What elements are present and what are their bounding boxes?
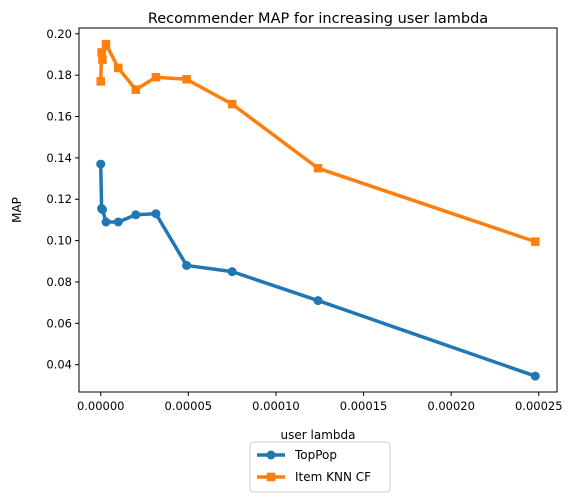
data-point-item-knn-cf [96,77,105,86]
data-point-item-knn-cf [182,75,191,84]
y-tick-label: 0.12 [46,192,72,206]
y-tick-label: 0.08 [46,275,72,289]
data-point-item-knn-cf [97,48,106,57]
chart-title: Recommender MAP for increasing user lamb… [148,11,488,27]
x-tick-label: 0.00010 [252,399,300,413]
series-line-toppop [98,162,538,378]
x-tick-label: 0.00015 [340,399,388,413]
data-point-item-knn-cf [531,237,540,246]
data-point-item-knn-cf [101,39,111,49]
data-point-toppop [151,209,161,219]
y-tick-label: 0.10 [46,234,72,248]
legend: TopPop Item KNN CF [249,441,391,493]
data-point-item-knn-cf [151,72,161,82]
y-axis-ticks: 0.04 0.06 0.08 0.10 0.12 0.14 0.16 0.18 0.20 [46,27,79,372]
series-line-item-knn-cf [98,42,538,244]
data-point-item-knn-cf [98,55,107,64]
data-point-toppop [113,217,123,227]
data-point-item-knn-cf [113,63,123,73]
x-axis-ticks: 0.00000 0.00005 0.00010 0.00015 0.00020 0.000… [77,392,563,413]
data-point-item-knn-cf [313,163,323,173]
y-axis-label: MAP [10,197,24,223]
series-layer [96,39,540,381]
x-tick-label: 0.00000 [77,399,125,413]
legend-label-itemknncf: Item KNN CF [295,470,371,484]
y-tick-label: 0.20 [46,27,72,41]
y-tick-label: 0.04 [46,358,72,372]
legend-marker-toppop [266,450,276,460]
legend-marker-itemknncf [266,472,276,482]
data-point-toppop [227,267,237,277]
y-tick-label: 0.18 [46,68,72,82]
data-point-toppop [96,159,106,169]
x-tick-label: 0.00005 [165,399,213,413]
data-point-toppop [182,260,192,270]
plot-frame [78,27,558,393]
data-point-toppop [131,210,141,220]
legend-label-toppop: TopPop [294,448,337,462]
x-tick-label: 0.00020 [427,399,475,413]
x-axis-label: user lambda [281,428,356,442]
data-point-item-knn-cf [131,85,141,94]
data-point-toppop [101,217,111,227]
y-tick-label: 0.06 [46,316,72,330]
data-point-toppop [530,371,540,381]
data-point-toppop [97,205,107,215]
data-point-toppop [313,296,323,306]
y-tick-label: 0.16 [46,110,72,124]
y-tick-label: 0.14 [46,151,72,165]
x-tick-label: 0.00025 [515,399,563,413]
data-point-item-knn-cf [227,99,237,109]
